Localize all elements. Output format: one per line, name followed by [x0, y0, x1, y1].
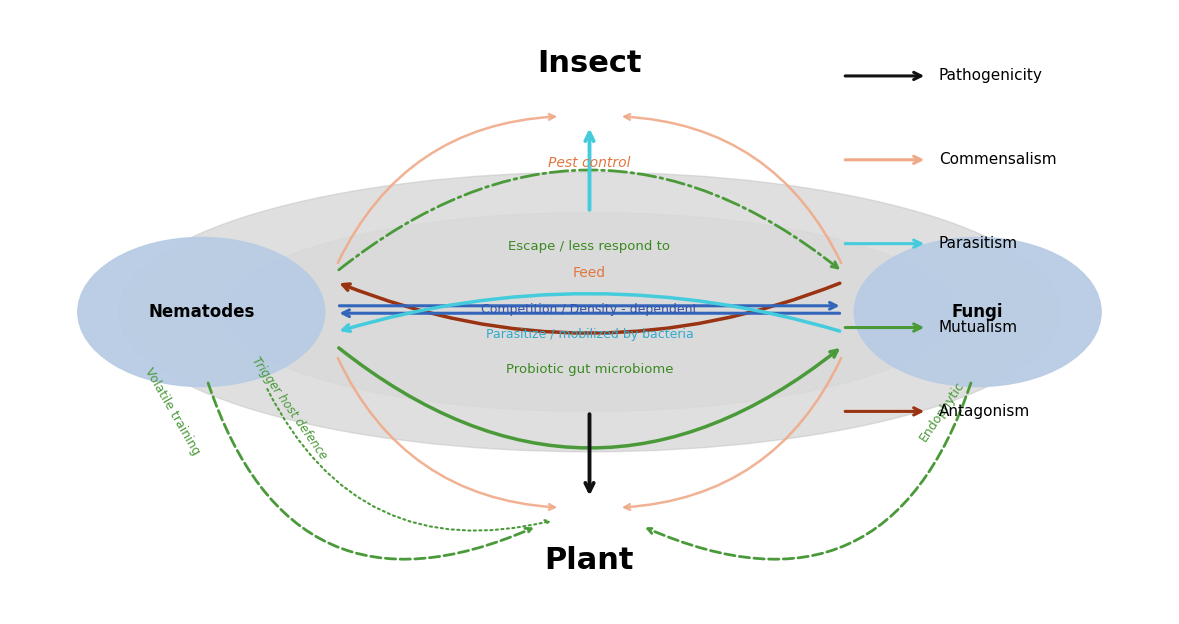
Ellipse shape: [78, 238, 325, 386]
Text: Competition / Density - dependent: Competition / Density - dependent: [481, 303, 698, 316]
Ellipse shape: [854, 238, 1101, 386]
FancyArrowPatch shape: [343, 283, 839, 333]
Ellipse shape: [119, 172, 1060, 452]
FancyArrowPatch shape: [209, 383, 532, 559]
Text: Commensalism: Commensalism: [938, 152, 1056, 167]
Text: Antagonism: Antagonism: [938, 404, 1030, 419]
Text: Trigger host defence: Trigger host defence: [249, 354, 330, 462]
Ellipse shape: [225, 213, 954, 411]
Text: Plant: Plant: [545, 546, 634, 575]
FancyArrowPatch shape: [338, 114, 554, 263]
FancyArrowPatch shape: [343, 310, 839, 316]
Text: Insect: Insect: [538, 49, 641, 78]
Text: Probiotic gut microbiome: Probiotic gut microbiome: [506, 363, 673, 376]
Text: Volatile training: Volatile training: [141, 366, 202, 457]
Text: Escape / less respond to: Escape / less respond to: [508, 240, 671, 253]
Text: Endophytic: Endophytic: [917, 379, 967, 444]
FancyArrowPatch shape: [343, 294, 839, 331]
Text: Parasitize / mobilized by bacteria: Parasitize / mobilized by bacteria: [486, 328, 693, 341]
Text: Nematodes: Nematodes: [149, 303, 255, 321]
Text: Pest control: Pest control: [548, 156, 631, 170]
FancyArrowPatch shape: [625, 358, 841, 510]
FancyArrowPatch shape: [585, 133, 594, 210]
Text: Parasitism: Parasitism: [938, 236, 1017, 251]
Text: Fungi: Fungi: [951, 303, 1003, 321]
FancyArrowPatch shape: [585, 414, 594, 491]
Text: Feed: Feed: [573, 266, 606, 280]
Text: Mutualism: Mutualism: [938, 320, 1017, 335]
FancyArrowPatch shape: [338, 358, 554, 510]
FancyArrowPatch shape: [338, 170, 838, 270]
Text: Pathogenicity: Pathogenicity: [938, 69, 1042, 84]
FancyArrowPatch shape: [268, 389, 549, 530]
FancyArrowPatch shape: [625, 114, 841, 263]
FancyArrowPatch shape: [338, 348, 837, 448]
FancyArrowPatch shape: [647, 383, 970, 559]
FancyArrowPatch shape: [340, 303, 836, 309]
